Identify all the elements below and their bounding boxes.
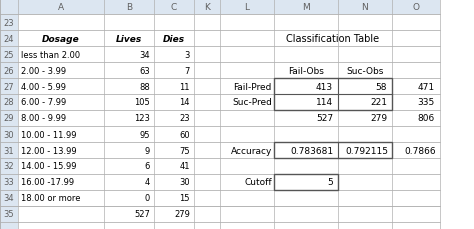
Text: L: L	[245, 3, 249, 12]
Text: 34: 34	[4, 194, 14, 203]
Text: Accuracy: Accuracy	[231, 146, 272, 155]
Text: 33: 33	[4, 178, 14, 187]
Text: 4: 4	[145, 178, 150, 187]
Text: Dosage: Dosage	[42, 34, 80, 43]
Text: Suc-Pred: Suc-Pred	[232, 98, 272, 107]
Text: Lives: Lives	[116, 34, 142, 43]
Text: 10.00 - 11.99: 10.00 - 11.99	[21, 130, 76, 139]
Text: 28: 28	[4, 98, 14, 107]
Text: 24: 24	[4, 34, 14, 43]
Bar	[0, 0, 440, 15]
Text: 7: 7	[185, 66, 190, 75]
Text: Cutoff: Cutoff	[245, 178, 272, 187]
Text: 527: 527	[316, 114, 333, 123]
Text: 23: 23	[4, 18, 14, 27]
Text: 27: 27	[4, 82, 14, 91]
Text: 88: 88	[139, 82, 150, 91]
Text: 3: 3	[185, 50, 190, 59]
Text: 14.00 - 15.99: 14.00 - 15.99	[21, 162, 76, 171]
Text: 105: 105	[134, 98, 150, 107]
Text: 95: 95	[139, 130, 150, 139]
Text: O: O	[412, 3, 419, 12]
Text: 60: 60	[179, 130, 190, 139]
Text: 806: 806	[418, 114, 435, 123]
Text: 18.00 or more: 18.00 or more	[21, 194, 81, 203]
Text: 26: 26	[4, 66, 14, 75]
Text: 14: 14	[180, 98, 190, 107]
Text: 35: 35	[4, 210, 14, 218]
Text: 25: 25	[4, 50, 14, 59]
Text: 413: 413	[316, 82, 333, 91]
Text: less than 2.00: less than 2.00	[21, 50, 80, 59]
Bar	[0, 15, 18, 229]
Text: A: A	[58, 3, 64, 12]
Text: 29: 29	[4, 114, 14, 123]
Text: 6.00 - 7.99: 6.00 - 7.99	[21, 98, 66, 107]
Text: 23: 23	[179, 114, 190, 123]
Text: 527: 527	[134, 210, 150, 218]
Text: 2.00 - 3.99: 2.00 - 3.99	[21, 66, 66, 75]
Text: Fail-Obs: Fail-Obs	[288, 66, 324, 75]
Text: K: K	[204, 3, 210, 12]
Bar	[274, 142, 392, 158]
Text: 221: 221	[370, 98, 387, 107]
Text: 12.00 - 13.99: 12.00 - 13.99	[21, 146, 77, 155]
Text: 8.00 - 9.99: 8.00 - 9.99	[21, 114, 66, 123]
Text: 5: 5	[327, 178, 333, 187]
Text: 58: 58	[375, 82, 387, 91]
Text: Fail-Pred: Fail-Pred	[234, 82, 272, 91]
Text: 16.00 -17.99: 16.00 -17.99	[21, 178, 74, 187]
Text: C: C	[171, 3, 177, 12]
Text: N: N	[362, 3, 368, 12]
Text: 4.00 - 5.99: 4.00 - 5.99	[21, 82, 66, 91]
Text: 15: 15	[180, 194, 190, 203]
Text: Classification Table: Classification Table	[286, 34, 380, 44]
Text: 75: 75	[179, 146, 190, 155]
Text: 30: 30	[179, 178, 190, 187]
Text: 0.7866: 0.7866	[404, 146, 436, 155]
Text: 0.783681: 0.783681	[291, 146, 334, 155]
Text: 32: 32	[4, 162, 14, 171]
Text: 41: 41	[180, 162, 190, 171]
Text: 279: 279	[174, 210, 190, 218]
Text: 63: 63	[139, 66, 150, 75]
Text: 34: 34	[139, 50, 150, 59]
Text: 6: 6	[145, 162, 150, 171]
Text: 0.792115: 0.792115	[345, 146, 388, 155]
Text: B: B	[126, 3, 132, 12]
Bar	[274, 174, 338, 190]
Text: 30: 30	[4, 130, 14, 139]
Text: 9: 9	[145, 146, 150, 155]
Text: M: M	[302, 3, 310, 12]
Text: 31: 31	[4, 146, 14, 155]
Text: Dies: Dies	[163, 34, 185, 43]
Bar	[274, 79, 392, 111]
Text: 114: 114	[316, 98, 333, 107]
Text: 0: 0	[145, 194, 150, 203]
Text: Suc-Obs: Suc-Obs	[346, 66, 383, 75]
Text: 335: 335	[418, 98, 435, 107]
Text: 279: 279	[370, 114, 387, 123]
Text: 123: 123	[134, 114, 150, 123]
Text: 471: 471	[418, 82, 435, 91]
Text: 11: 11	[180, 82, 190, 91]
